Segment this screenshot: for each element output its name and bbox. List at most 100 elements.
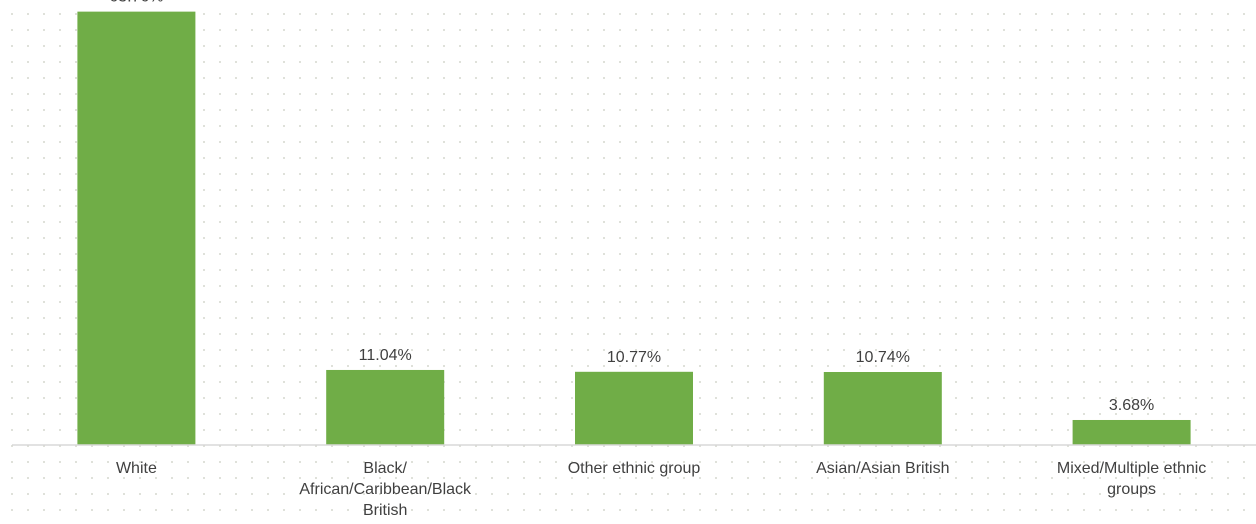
grid-dot [411, 141, 413, 143]
grid-dot [843, 205, 845, 207]
grid-dot [603, 157, 605, 159]
grid-dot [283, 509, 285, 511]
grid-dot [619, 109, 621, 111]
grid-dot [827, 509, 829, 511]
grid-dot [827, 365, 829, 367]
grid-dot [923, 125, 925, 127]
grid-dot [331, 333, 333, 335]
grid-dot [43, 349, 45, 351]
grid-dot [715, 77, 717, 79]
grid-dot [1003, 237, 1005, 239]
grid-dot [1211, 125, 1213, 127]
grid-dot [1195, 429, 1197, 431]
grid-dot [283, 269, 285, 271]
grid-dot [1067, 349, 1069, 351]
x-axis-tick-labels: White Black/African/Caribbean/Black Britis… [116, 460, 1206, 519]
grid-dot [507, 429, 509, 431]
grid-dot [267, 477, 269, 479]
grid-dot [251, 381, 253, 383]
grid-dot [523, 285, 525, 287]
grid-dot [971, 477, 973, 479]
grid-dot [667, 285, 669, 287]
grid-dot [907, 477, 909, 479]
grid-dot [731, 45, 733, 47]
grid-dot [1211, 493, 1213, 495]
grid-dot [907, 333, 909, 335]
grid-dot [651, 173, 653, 175]
grid-dot [1019, 413, 1021, 415]
grid-dot [1019, 109, 1021, 111]
grid-dot [315, 141, 317, 143]
grid-dot [715, 45, 717, 47]
grid-dot [1019, 397, 1021, 399]
grid-dot [267, 381, 269, 383]
grid-dot [411, 253, 413, 255]
grid-dot [283, 317, 285, 319]
grid-dot [843, 125, 845, 127]
grid-dot [411, 125, 413, 127]
grid-dot [1099, 93, 1101, 95]
grid-dot [1243, 237, 1245, 239]
grid-dot [699, 429, 701, 431]
grid-dot [667, 349, 669, 351]
grid-dot [379, 189, 381, 191]
grid-dot [923, 189, 925, 191]
grid-dot [763, 61, 765, 63]
grid-dot [59, 77, 61, 79]
grid-dot [251, 173, 253, 175]
grid-dot [587, 93, 589, 95]
grid-dot [523, 301, 525, 303]
grid-dot [827, 189, 829, 191]
grid-dot [523, 61, 525, 63]
grid-dot [955, 429, 957, 431]
grid-dot [43, 477, 45, 479]
grid-dot [779, 349, 781, 351]
grid-dot [971, 269, 973, 271]
grid-dot [1067, 381, 1069, 383]
grid-dot [507, 29, 509, 31]
grid-dot [923, 29, 925, 31]
grid-dot [395, 125, 397, 127]
grid-dot [1131, 205, 1133, 207]
grid-dot [571, 477, 573, 479]
grid-dot [1019, 173, 1021, 175]
grid-dot [443, 77, 445, 79]
grid-dot [411, 221, 413, 223]
grid-dot [1051, 93, 1053, 95]
grid-dot [331, 125, 333, 127]
grid-dot [795, 253, 797, 255]
grid-dot [1051, 205, 1053, 207]
grid-dot [315, 61, 317, 63]
grid-dot [859, 13, 861, 15]
grid-dot [1035, 93, 1037, 95]
grid-dot [1227, 189, 1229, 191]
grid-dot [379, 205, 381, 207]
grid-dot [219, 269, 221, 271]
grid-dot [715, 253, 717, 255]
grid-dot [1131, 237, 1133, 239]
bar [823, 372, 942, 445]
data-label: 11.04% [359, 347, 412, 364]
grid-dot [939, 365, 941, 367]
grid-dot [299, 61, 301, 63]
grid-dot [523, 509, 525, 511]
grid-dot [635, 317, 637, 319]
grid-dot [811, 173, 813, 175]
grid-dot [347, 477, 349, 479]
grid-dot [379, 109, 381, 111]
grid-dot [219, 141, 221, 143]
grid-dot [619, 461, 621, 463]
x-tick-label: Asian/Asian British [816, 460, 949, 477]
grid-dot [27, 141, 29, 143]
grid-dot [923, 221, 925, 223]
grid-dot [779, 253, 781, 255]
grid-dot [11, 205, 13, 207]
grid-dot [187, 477, 189, 479]
grid-dot [1243, 381, 1245, 383]
grid-dot [491, 141, 493, 143]
grid-dot [619, 365, 621, 367]
grid-dot [75, 493, 77, 495]
grid-dot [43, 493, 45, 495]
grid-dot [363, 45, 365, 47]
